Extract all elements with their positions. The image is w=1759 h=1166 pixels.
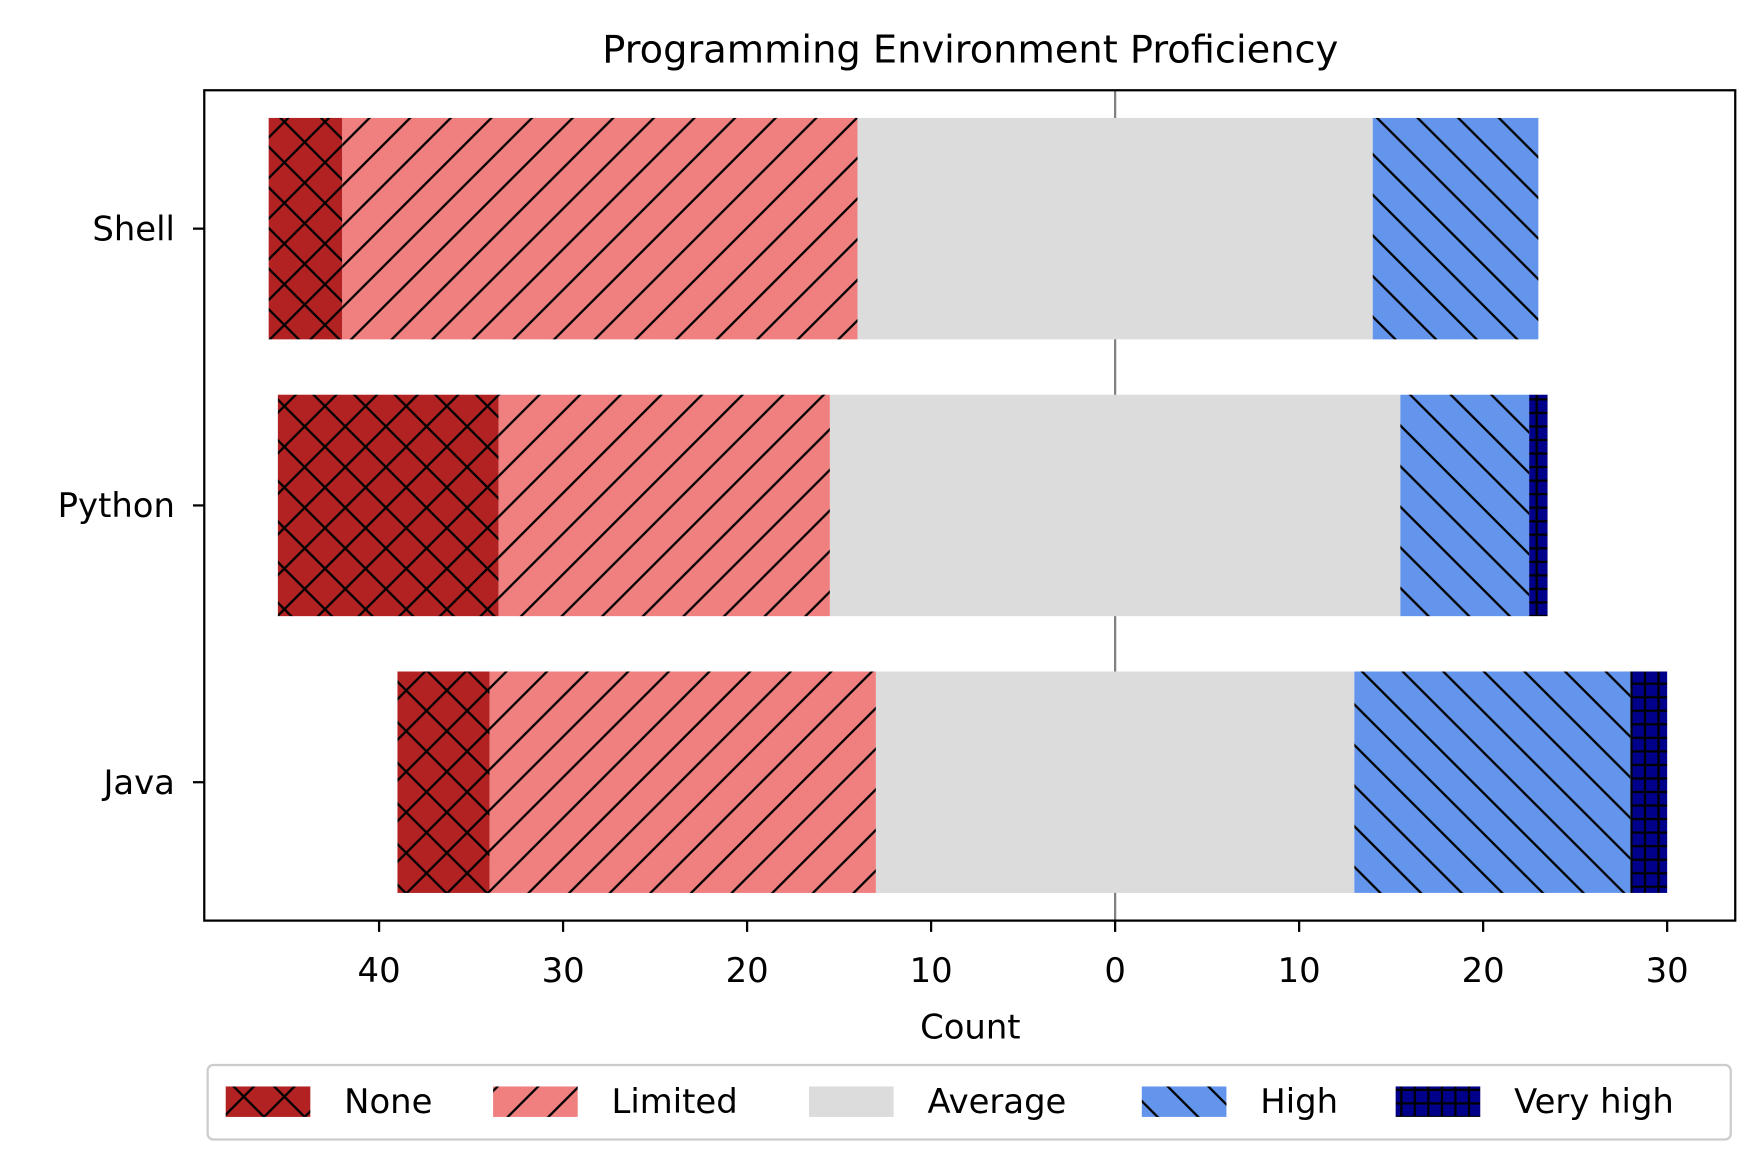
x-tick-label: 30 (542, 951, 585, 990)
legend-label: Average (927, 1082, 1066, 1121)
bar-segment (1630, 671, 1668, 893)
bar-segment (277, 394, 499, 617)
bar-segment (268, 117, 343, 340)
legend-swatch (493, 1086, 578, 1117)
legend-label: High (1260, 1082, 1338, 1121)
bar-segment (342, 117, 858, 340)
bar-segment (1372, 117, 1539, 340)
y-tick-label: Java (101, 763, 174, 802)
chart-title: Programming Environment Proficiency (602, 27, 1338, 72)
bar-segment (1400, 394, 1530, 617)
legend-swatch (225, 1086, 311, 1117)
x-tick-label: 20 (1462, 951, 1505, 990)
legend-box (206, 1063, 1732, 1141)
x-tick-label: 20 (726, 951, 769, 990)
x-tick-label: 10 (1278, 951, 1321, 990)
bar-segment (857, 117, 1373, 340)
bar-segment (829, 394, 1401, 617)
legend-swatch (808, 1086, 894, 1117)
legend-label: Very high (1514, 1082, 1674, 1121)
bar-segment (397, 671, 490, 893)
bar-segment (1354, 671, 1631, 893)
legend-label: Limited (612, 1082, 738, 1121)
plot-frame (203, 89, 1737, 922)
bar-segment (498, 394, 830, 617)
y-tick-label: Python (58, 486, 175, 525)
legend-label: None (344, 1082, 432, 1121)
legend-swatch (1395, 1086, 1481, 1117)
x-tick-label: 40 (358, 951, 401, 990)
bar-segment (875, 671, 1355, 893)
x-axis-label: Count (920, 1007, 1020, 1046)
bar-segment (489, 671, 876, 893)
bar-segment (1529, 394, 1548, 617)
legend-swatch (1141, 1086, 1227, 1117)
x-tick-label: 30 (1646, 951, 1689, 990)
x-tick-label: 0 (1104, 951, 1126, 990)
x-tick-label: 10 (910, 951, 953, 990)
y-tick-label: Shell (92, 209, 175, 248)
